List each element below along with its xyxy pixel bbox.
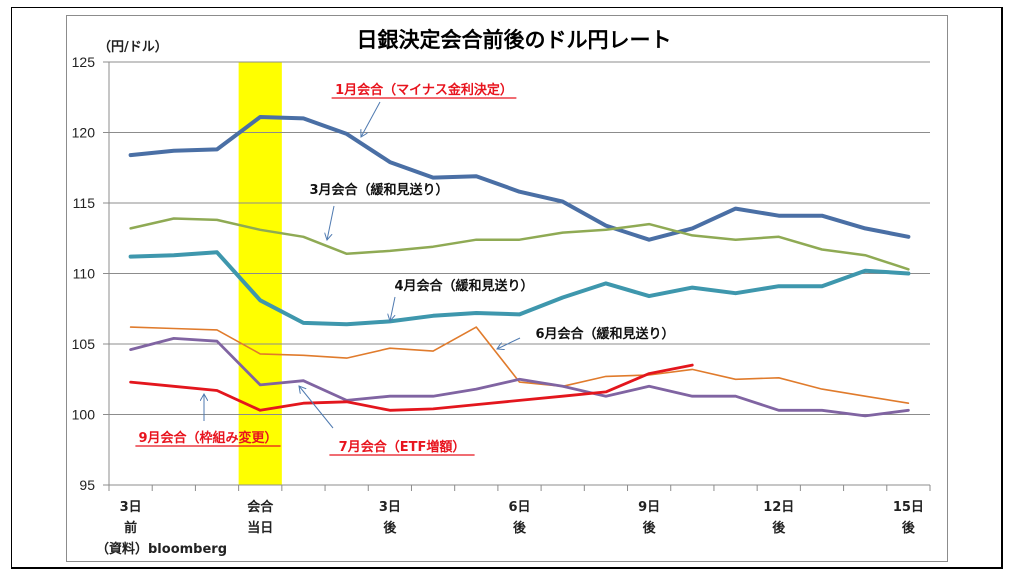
y-tick-label: 95 xyxy=(79,477,95,493)
annotation-arrow xyxy=(497,337,521,349)
x-tick-label: 3日 xyxy=(120,500,142,515)
series-line-5 xyxy=(129,336,910,418)
x-tick-label: 当日 xyxy=(247,520,273,536)
source-note: （資料）bloomberg xyxy=(96,541,227,557)
series-line-1 xyxy=(128,115,911,242)
annotation-label: 3月会合（緩和見送り） xyxy=(309,182,448,198)
outer-frame xyxy=(11,7,1003,569)
series-line-2 xyxy=(129,217,910,271)
annotation-arrow xyxy=(390,296,396,321)
x-tick-label: 会合 xyxy=(247,499,274,515)
annotation-label: 9月会合（枠組み変更） xyxy=(138,430,277,446)
annotation-arrow xyxy=(327,205,335,240)
x-tick-label: 前 xyxy=(124,520,137,536)
x-tick-label: 15日 xyxy=(893,500,924,515)
annotation-label: 6月会合（緩和見送り） xyxy=(535,326,674,342)
y-tick-label: 115 xyxy=(73,195,96,211)
annotation-label: 1月会合（マイナス金利決定） xyxy=(335,82,513,98)
x-tick-label: 9日 xyxy=(638,500,660,515)
annotation-label: 7月会合（ETF増額） xyxy=(339,439,466,455)
series-line-4 xyxy=(129,326,910,405)
x-tick-label: 3日 xyxy=(379,500,401,515)
y-tick-label: 100 xyxy=(72,407,96,423)
y-tick-label: 105 xyxy=(72,336,96,352)
y-tick-label: 125 xyxy=(72,54,96,70)
chart-title: 日銀決定会合前後のドル円レート xyxy=(357,28,672,52)
x-tick-label: 後 xyxy=(513,520,527,536)
y-axis-unit: （円/ドル） xyxy=(98,39,168,55)
chart-area xyxy=(66,15,948,562)
x-tick-label: 後 xyxy=(383,520,397,536)
series-line-3 xyxy=(128,250,911,327)
annotation-arrow xyxy=(361,101,381,137)
x-tick-label: 12日 xyxy=(763,500,794,515)
x-tick-label: 後 xyxy=(643,520,657,536)
y-tick-label: 110 xyxy=(73,266,96,282)
series-line-6 xyxy=(129,363,694,412)
y-tick-label: 120 xyxy=(72,125,96,141)
x-tick-label: 6日 xyxy=(508,500,530,515)
x-tick-label: 後 xyxy=(902,520,916,536)
annotation-arrow xyxy=(299,386,334,429)
annotation-label: 4月会合（緩和見送り） xyxy=(394,278,533,294)
x-tick-label: 後 xyxy=(772,520,786,536)
